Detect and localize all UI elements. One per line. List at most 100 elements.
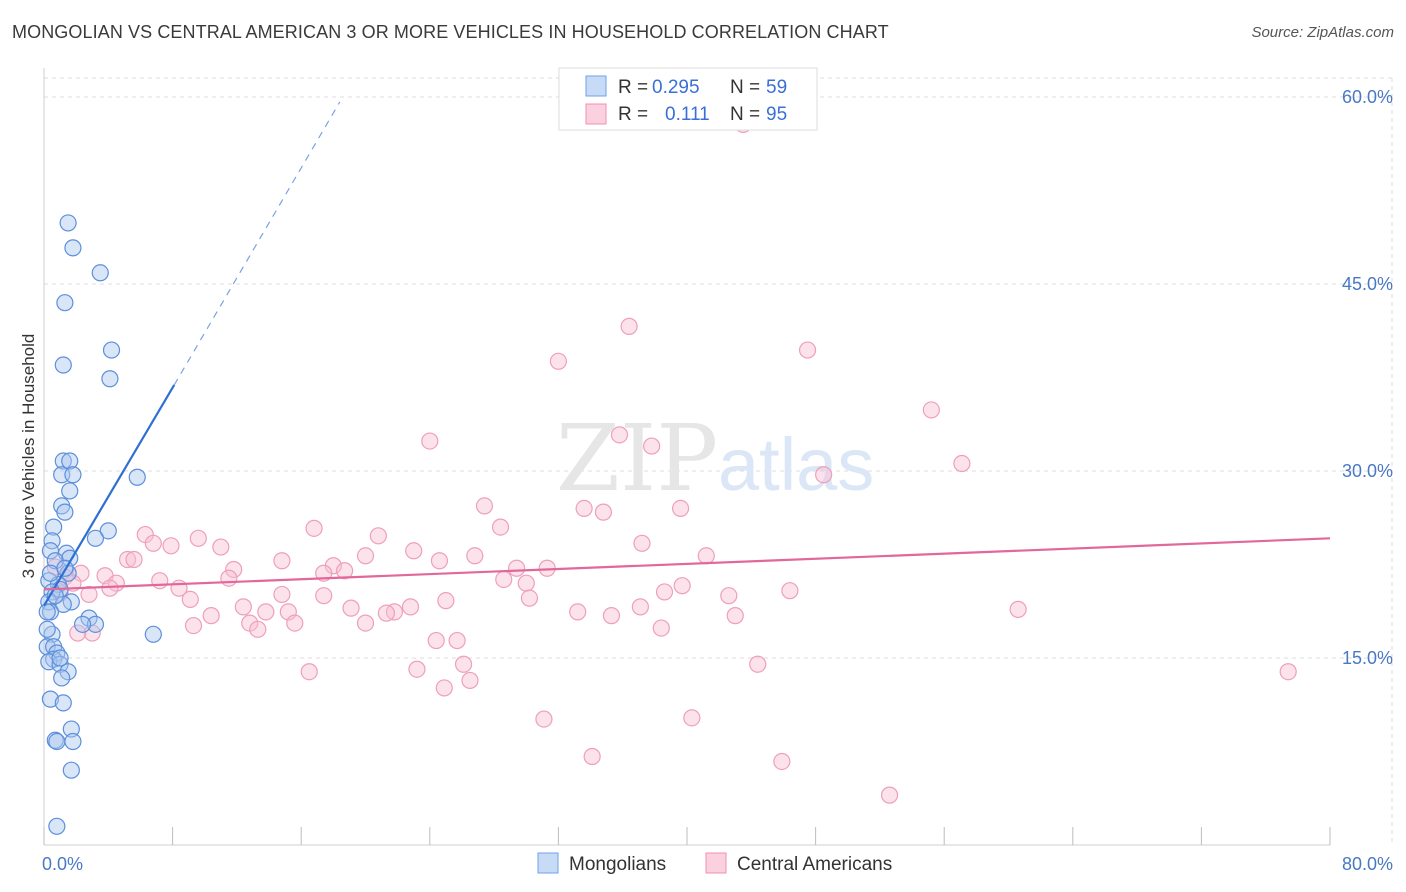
central-americans-point-81 — [749, 655, 767, 673]
source-label: Source: ZipAtlas.com — [1251, 24, 1394, 41]
mongolians-point-5 — [54, 356, 72, 374]
bottom-legend-mongolians: Mongolians — [569, 854, 666, 875]
mongolians-point-36 — [144, 625, 162, 643]
central-americans-point-87 — [683, 709, 701, 727]
central-americans-point-56 — [781, 582, 799, 600]
y-tick-label-30: 30.0% — [1342, 461, 1393, 481]
central-americans-point-28 — [125, 550, 143, 569]
y-axis-title: 3 or more Vehicles in Household — [19, 334, 38, 579]
mongolians-point-52 — [62, 761, 80, 779]
bottom-legend-central-americans: Central Americans — [737, 854, 892, 875]
central-americans-point-71 — [356, 614, 375, 632]
legend-n-value-1: 59 — [766, 77, 787, 98]
central-americans-point-6 — [610, 426, 629, 444]
central-americans-point-11 — [575, 499, 593, 517]
bottom-legend: Mongolians Central Americans — [537, 852, 892, 875]
central-americans-point-80 — [454, 655, 473, 673]
central-americans-point-51 — [80, 585, 98, 604]
central-americans-point-75 — [652, 619, 670, 637]
central-americans-point-78 — [427, 631, 445, 650]
central-americans-point-44 — [495, 570, 513, 589]
central-americans-point-17 — [189, 529, 207, 547]
bottom-legend-swatch-central-americans — [705, 852, 727, 874]
central-americans-point-50 — [315, 587, 333, 605]
legend-r-value-2: 0.111 — [665, 104, 710, 125]
central-americans-point-57 — [234, 598, 252, 616]
mongolians-point-17 — [86, 529, 105, 547]
central-americans-point-53 — [437, 592, 455, 610]
chart-title: MONGOLIAN VS CENTRAL AMERICAN 3 OR MORE … — [12, 22, 889, 42]
central-americans-point-42 — [151, 572, 169, 590]
central-americans-point-5 — [421, 432, 439, 450]
trend-lines — [43, 101, 1331, 607]
central-americans-point-67 — [202, 607, 220, 625]
mongolians-point-45 — [53, 669, 71, 687]
y-tick-label-45: 45.0% — [1342, 274, 1393, 294]
central-americans-point-43 — [517, 574, 535, 592]
y-tick-label-60: 60.0% — [1342, 87, 1393, 107]
mongolians-point-14 — [56, 503, 74, 521]
central-americans-point-63 — [569, 603, 587, 621]
central-americans-point-66 — [1009, 600, 1027, 618]
mongolians-point-6 — [101, 370, 119, 388]
watermark: ZIP atlas — [556, 405, 874, 512]
central-americans-trend-line — [43, 537, 1331, 591]
central-americans-point-70 — [286, 614, 304, 632]
central-americans-point-19 — [162, 537, 180, 555]
legend-swatch-mongolians — [585, 75, 607, 97]
legend-r-value-1: 0.295 — [652, 77, 700, 98]
legend-n-label-2: N = — [730, 104, 760, 125]
central-americans-point-2 — [798, 341, 817, 359]
mongolians-point-11 — [128, 468, 146, 486]
mongolians-point-54 — [41, 564, 60, 582]
mongolians-point-12 — [61, 482, 79, 500]
watermark-zip: ZIP — [556, 405, 718, 512]
central-americans-point-12 — [594, 503, 613, 521]
central-americans-point-64 — [631, 598, 649, 616]
central-americans-point-25 — [466, 547, 484, 565]
central-americans-point-9 — [815, 466, 833, 484]
mongolians-point-15 — [45, 518, 63, 536]
central-americans-point-73 — [602, 607, 621, 625]
mongolians-point-4 — [102, 341, 121, 359]
mongolians-point-50 — [48, 732, 66, 751]
central-americans-point-21 — [369, 527, 387, 545]
legend-n-label-1: N = — [730, 77, 760, 98]
central-americans-point-18 — [144, 534, 162, 552]
axes — [43, 68, 1331, 846]
central-americans-point-52 — [181, 590, 199, 609]
legend-swatch-central-americans — [585, 103, 607, 125]
x-tick-label-0: 0.0% — [42, 854, 83, 874]
central-americans-point-13 — [671, 499, 690, 517]
tick-labels: 15.0% 30.0% 45.0% 60.0% 0.0% 80.0% — [42, 87, 1393, 874]
mongolians-point-53 — [48, 817, 66, 835]
central-americans-point-48 — [655, 583, 674, 601]
mongolians-point-35 — [73, 615, 92, 633]
mongolians-trend-line — [43, 384, 176, 607]
x-tick-label-80: 80.0% — [1342, 854, 1393, 874]
central-americans-point-15 — [305, 519, 323, 537]
central-americans-point-55 — [720, 587, 738, 605]
central-americans-point-39 — [336, 562, 354, 580]
mongolians-point-51 — [64, 732, 82, 751]
mongolians-points — [38, 214, 162, 835]
central-americans-point-4 — [922, 401, 940, 419]
mongolians-point-8 — [61, 452, 79, 470]
legend-r-label-2: R = — [618, 104, 648, 125]
mongolians-point-57 — [38, 620, 56, 638]
central-americans-point-72 — [377, 604, 395, 622]
y-tick-label-15: 15.0% — [1342, 648, 1393, 668]
mongolians-point-7 — [54, 452, 72, 470]
central-americans-point-49 — [273, 585, 291, 604]
legend-r-label-1: R = — [618, 77, 648, 98]
mongolians-point-33 — [80, 609, 98, 627]
watermark-atlas: atlas — [718, 423, 874, 506]
central-americans-point-1 — [620, 317, 638, 335]
central-americans-point-8 — [953, 454, 971, 473]
central-americans-point-34 — [225, 560, 243, 579]
central-americans-point-24 — [356, 547, 375, 565]
mongolians-point-1 — [64, 239, 82, 257]
mongolians-point-44 — [59, 663, 77, 681]
central-americans-point-22 — [633, 534, 651, 552]
